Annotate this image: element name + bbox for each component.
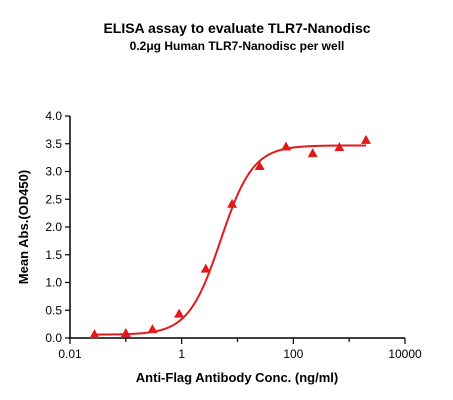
data-point-7 [281, 141, 292, 151]
y-axis-label: Mean Abs.(OD450) [16, 170, 31, 284]
x-tick-label-2: 100 [283, 347, 303, 361]
x-tick-label-1: 1 [178, 347, 185, 361]
chart-subtitle: 0.2μg Human TLR7-Nanodisc per well [130, 39, 345, 53]
x-tick-label-3: 10000 [388, 347, 422, 361]
plot-area: 0.0 0.5 1.0 1.5 2.0 2.5 3.0 3.5 4.0 0.01 1 100 1000… [45, 109, 422, 361]
y-tick-label-2: 1.0 [45, 276, 62, 290]
y-tick-label-6: 3.0 [45, 165, 62, 179]
fit-curve [94, 144, 366, 336]
data-point-8 [307, 148, 318, 158]
data-point-9 [334, 142, 345, 152]
chart-title: ELISA assay to evaluate TLR7-Nanodisc [103, 20, 370, 36]
x-tick-label-0: 0.01 [58, 347, 82, 361]
data-point-10 [360, 134, 371, 144]
y-ticks: 0.0 0.5 1.0 1.5 2.0 2.5 3.0 3.5 4.0 [45, 109, 70, 345]
y-tick-label-4: 2.0 [45, 220, 62, 234]
y-tick-label-0: 0.0 [45, 331, 62, 345]
data-point-2 [147, 324, 158, 334]
data-point-3 [174, 308, 185, 318]
y-tick-label-7: 3.5 [45, 137, 62, 151]
x-ticks: 0.01 1 100 10000 [58, 338, 422, 361]
data-point-1 [120, 328, 131, 338]
data-points [89, 134, 371, 339]
data-point-4 [200, 263, 211, 273]
data-point-6 [254, 160, 265, 170]
data-point-0 [89, 329, 100, 339]
data-point-5 [227, 198, 238, 208]
x-axis-label: Anti-Flag Antibody Conc. (ng/ml) [136, 370, 338, 385]
y-tick-label-1: 0.5 [45, 303, 62, 317]
y-tick-label-8: 4.0 [45, 109, 62, 123]
y-tick-label-3: 1.5 [45, 248, 62, 262]
y-tick-label-5: 2.5 [45, 192, 62, 206]
